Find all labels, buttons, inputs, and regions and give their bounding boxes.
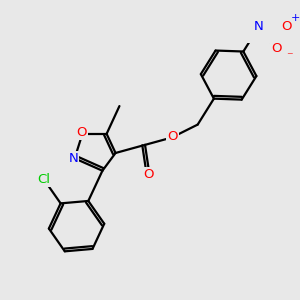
Text: O: O — [281, 20, 292, 34]
Text: ⁻: ⁻ — [286, 50, 292, 63]
Text: N: N — [254, 20, 263, 34]
Text: N: N — [69, 152, 78, 165]
Text: O: O — [271, 42, 282, 55]
Text: O: O — [76, 126, 86, 139]
Text: +: + — [291, 13, 300, 23]
Text: O: O — [167, 130, 178, 143]
Text: O: O — [144, 168, 154, 181]
Text: Cl: Cl — [38, 173, 50, 186]
